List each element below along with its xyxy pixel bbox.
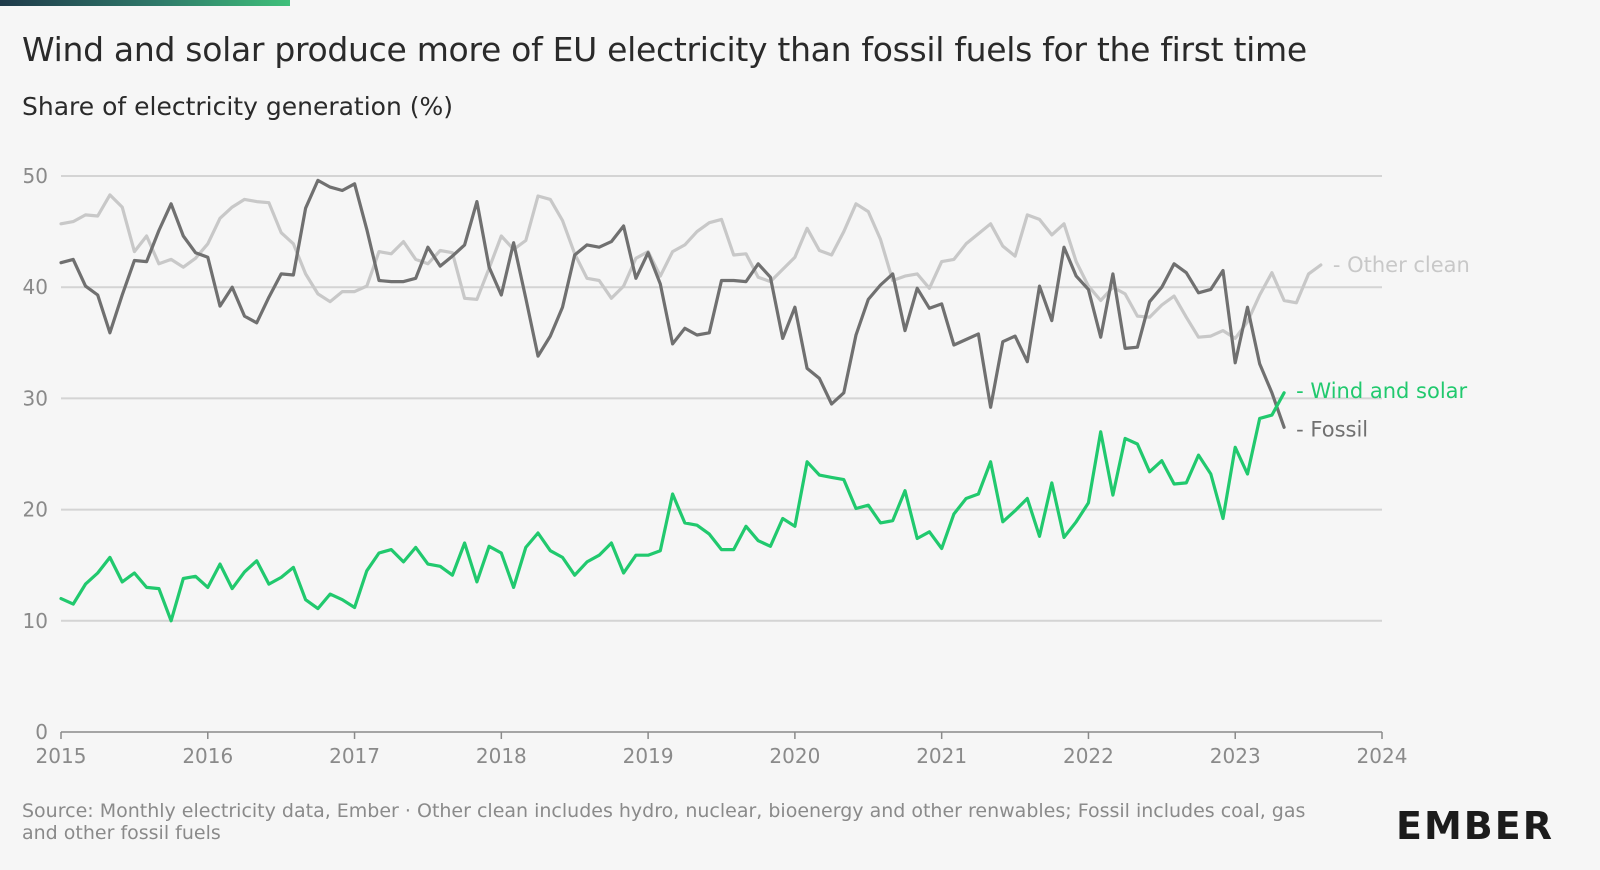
series-end-label-wind-and-solar: - Wind and solar [1296, 379, 1467, 403]
x-tick-label: 2016 [182, 744, 233, 768]
top-accent-bar [0, 0, 290, 6]
x-tick-label: 2020 [769, 744, 820, 768]
y-tick-label: 40 [23, 275, 48, 299]
x-tick-label: 2015 [36, 744, 87, 768]
series-line-fossil [59, 178, 1286, 429]
x-tick-label: 2017 [329, 744, 380, 768]
x-tick-label: 2021 [916, 744, 967, 768]
x-tick-label: 2019 [623, 744, 674, 768]
chart-subtitle: Share of electricity generation (%) [22, 92, 454, 121]
x-tick-label: 2024 [1357, 744, 1408, 768]
y-tick-label: 0 [35, 720, 48, 744]
series-line-wind-and-solar [59, 391, 1286, 623]
source-note: Source: Monthly electricity data, Ember … [22, 800, 1306, 844]
y-tick-label: 20 [23, 498, 48, 522]
ember-logo: EMBER [1396, 804, 1554, 848]
chart-title: Wind and solar produce more of EU electr… [22, 30, 1307, 69]
y-tick-label: 30 [23, 386, 48, 410]
y-tick-label: 50 [23, 164, 48, 188]
x-tick-label: 2018 [476, 744, 527, 768]
series-line-other-clean [59, 193, 1323, 340]
y-tick-label: 10 [23, 609, 48, 633]
series-end-label-fossil: - Fossil [1296, 417, 1368, 441]
x-tick-label: 2022 [1063, 744, 1114, 768]
series-end-label-other-clean: - Other clean [1333, 253, 1470, 277]
x-tick-label: 2023 [1210, 744, 1261, 768]
